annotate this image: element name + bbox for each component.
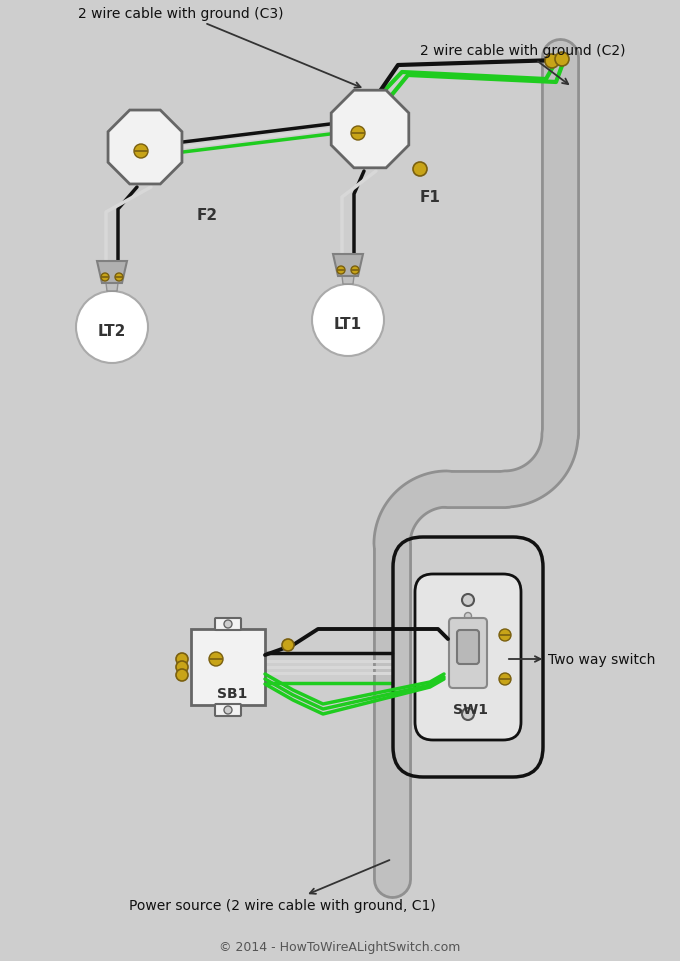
Circle shape: [464, 613, 471, 620]
Circle shape: [176, 661, 188, 674]
FancyBboxPatch shape: [215, 704, 241, 716]
Text: © 2014 - HowToWireALightSwitch.com: © 2014 - HowToWireALightSwitch.com: [220, 941, 460, 953]
Circle shape: [134, 145, 148, 159]
Text: 2 wire cable with ground (C2): 2 wire cable with ground (C2): [420, 44, 626, 85]
Circle shape: [351, 267, 359, 275]
Polygon shape: [333, 255, 363, 277]
Circle shape: [337, 267, 345, 275]
Circle shape: [115, 274, 123, 282]
Circle shape: [76, 292, 148, 363]
FancyBboxPatch shape: [449, 618, 487, 688]
Circle shape: [351, 127, 365, 141]
Circle shape: [499, 674, 511, 685]
Text: 2 wire cable with ground (C3): 2 wire cable with ground (C3): [78, 7, 360, 88]
Circle shape: [462, 708, 474, 720]
FancyBboxPatch shape: [457, 630, 479, 664]
Circle shape: [499, 629, 511, 641]
Text: SW1: SW1: [452, 702, 488, 716]
Text: LT2: LT2: [98, 324, 126, 339]
Circle shape: [209, 653, 223, 666]
Circle shape: [224, 706, 232, 714]
Circle shape: [101, 274, 109, 282]
Circle shape: [312, 284, 384, 357]
Circle shape: [282, 639, 294, 652]
Text: Power source (2 wire cable with ground, C1): Power source (2 wire cable with ground, …: [129, 860, 435, 912]
Text: Two way switch: Two way switch: [509, 653, 656, 666]
Circle shape: [545, 55, 559, 69]
Circle shape: [462, 595, 474, 606]
Bar: [191, 629, 265, 705]
Text: LT1: LT1: [334, 317, 362, 333]
FancyBboxPatch shape: [215, 618, 241, 630]
Circle shape: [413, 162, 427, 177]
Polygon shape: [331, 91, 409, 168]
FancyBboxPatch shape: [415, 575, 521, 740]
Text: SB1: SB1: [217, 686, 248, 701]
Text: F1: F1: [420, 190, 441, 206]
Polygon shape: [106, 283, 118, 292]
Polygon shape: [342, 277, 354, 284]
Circle shape: [176, 653, 188, 665]
Circle shape: [224, 621, 232, 628]
Circle shape: [555, 53, 569, 67]
Circle shape: [176, 669, 188, 681]
Polygon shape: [97, 261, 127, 283]
Polygon shape: [108, 111, 182, 185]
Text: F2: F2: [197, 209, 218, 223]
